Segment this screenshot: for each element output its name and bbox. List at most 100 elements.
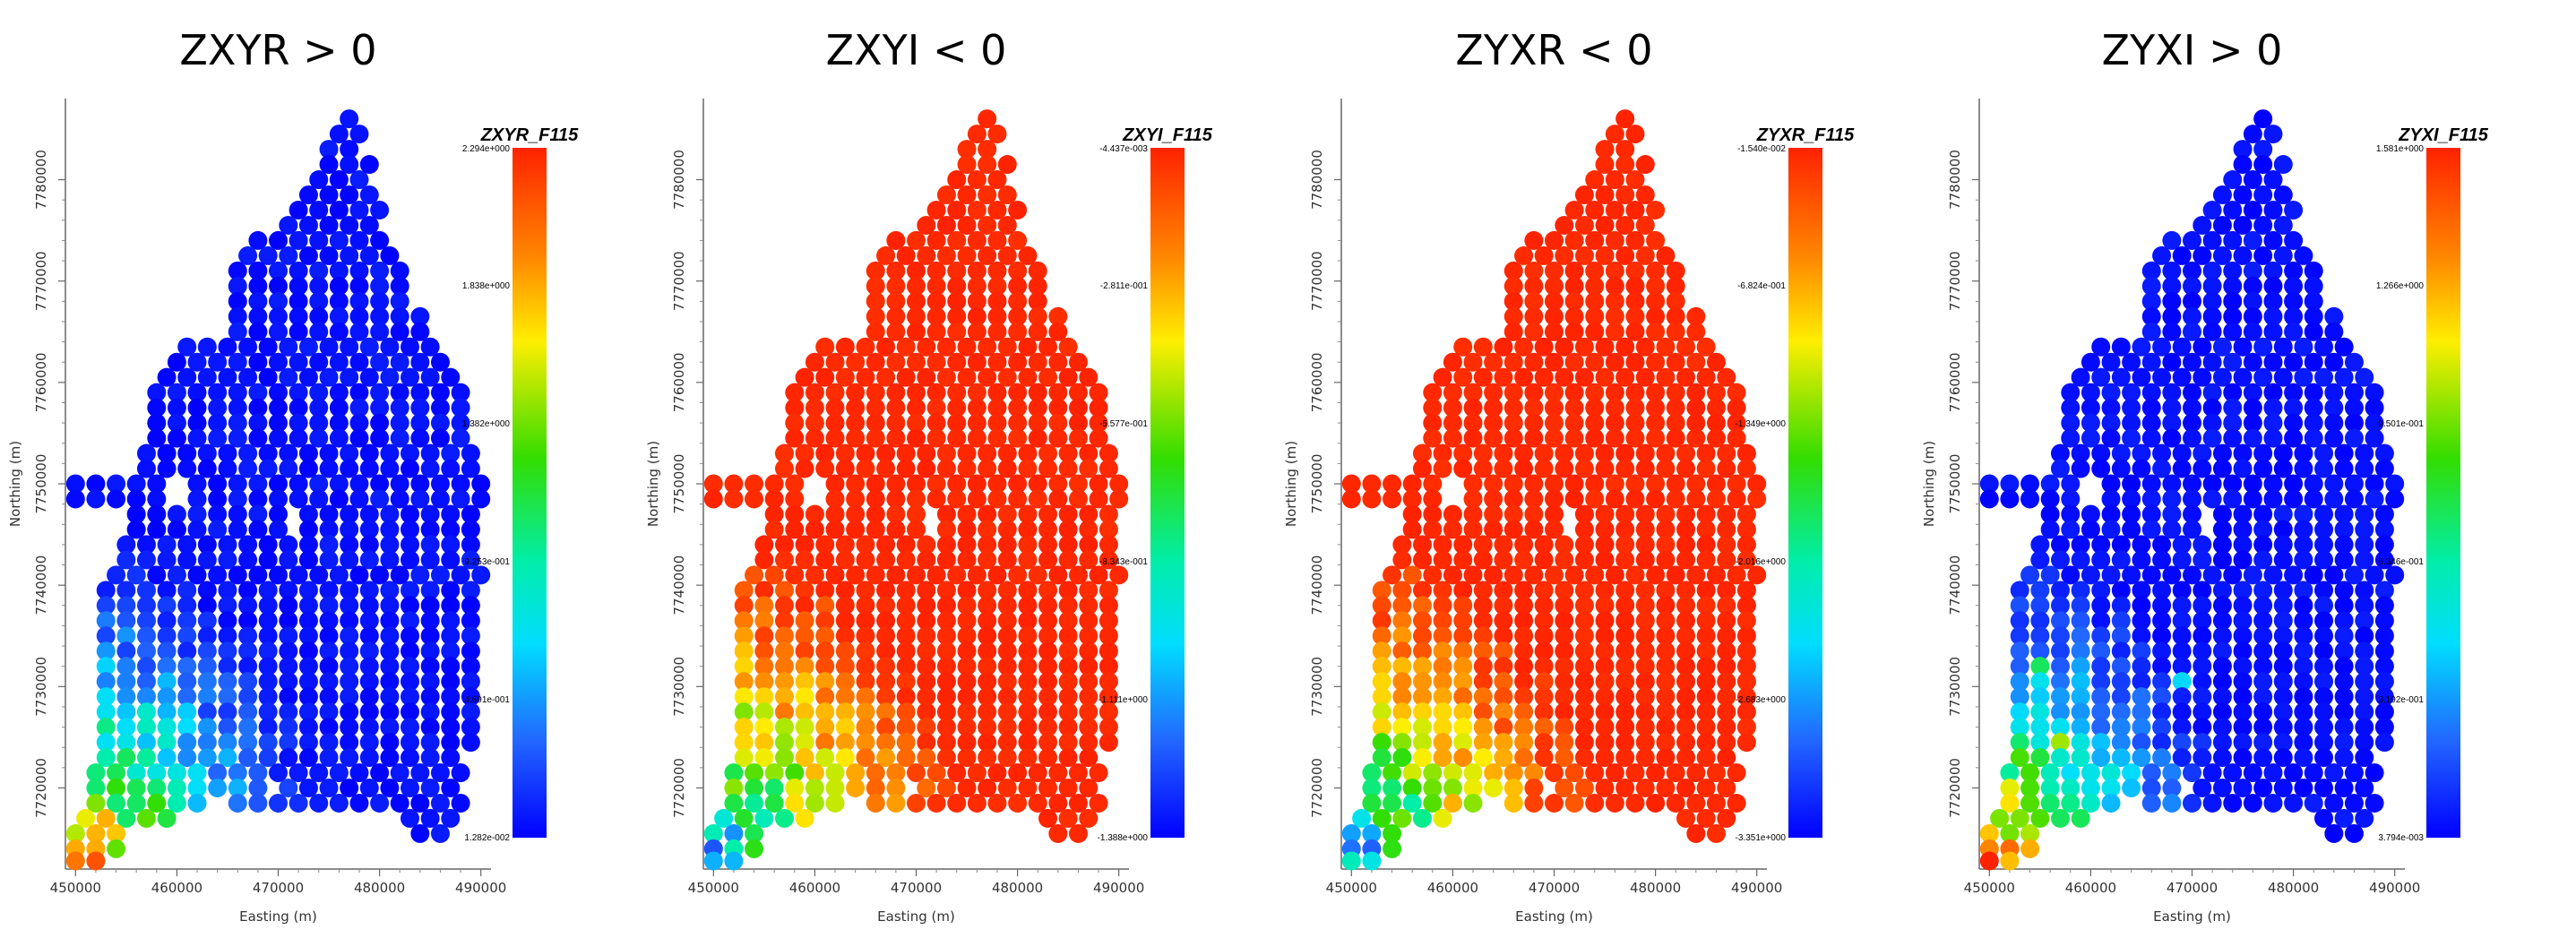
station-point xyxy=(1503,565,1523,585)
station-point xyxy=(2111,337,2131,357)
station-point xyxy=(1463,383,1483,402)
station-point xyxy=(430,413,450,433)
station-point xyxy=(1686,428,1706,448)
station-point xyxy=(1098,550,1118,570)
station-point xyxy=(2273,550,2293,570)
station-point xyxy=(1656,459,1676,478)
station-point xyxy=(420,596,440,616)
station-point xyxy=(2334,367,2354,387)
station-point xyxy=(116,748,136,768)
station-point xyxy=(754,657,774,676)
station-point xyxy=(298,245,318,265)
station-point xyxy=(805,778,824,797)
station-point xyxy=(886,428,906,448)
station-point xyxy=(1574,718,1594,737)
station-point xyxy=(2233,596,2253,616)
station-point xyxy=(2294,672,2313,692)
station-point xyxy=(1585,489,1605,509)
station-point xyxy=(734,733,754,753)
station-point xyxy=(2223,793,2243,813)
station-point xyxy=(2284,428,2304,448)
y-tick-label: 7750000 xyxy=(1309,454,1325,514)
station-point xyxy=(136,596,156,616)
station-point xyxy=(2273,733,2293,753)
station-point xyxy=(248,230,268,250)
station-point xyxy=(1585,793,1605,813)
station-point xyxy=(1686,413,1706,433)
station-point xyxy=(2141,398,2161,418)
station-point xyxy=(1666,291,1685,311)
station-point xyxy=(1676,459,1696,478)
station-point xyxy=(2355,778,2374,797)
station-point xyxy=(2334,581,2354,600)
station-point xyxy=(1484,352,1503,372)
station-point xyxy=(298,733,318,753)
station-point xyxy=(1109,565,1129,585)
station-point xyxy=(1625,291,1645,311)
station-point xyxy=(1706,474,1726,494)
station-point xyxy=(177,459,197,478)
station-point xyxy=(825,565,845,585)
station-point xyxy=(1098,520,1118,539)
station-point xyxy=(815,626,835,646)
station-point xyxy=(936,337,956,357)
station-point xyxy=(866,504,885,524)
station-point xyxy=(2273,520,2293,539)
station-point xyxy=(2294,657,2313,676)
station-point xyxy=(1514,443,1534,463)
station-point xyxy=(1605,306,1624,326)
station-point xyxy=(1615,672,1635,692)
station-point xyxy=(957,733,977,753)
station-point xyxy=(258,718,278,737)
station-point xyxy=(1595,687,1615,707)
station-point xyxy=(1412,687,1432,707)
station-point xyxy=(815,443,835,463)
station-point xyxy=(2233,733,2253,753)
station-point xyxy=(309,261,329,280)
station-point xyxy=(1574,687,1594,707)
station-point xyxy=(825,763,845,782)
station-point xyxy=(1514,550,1534,570)
station-point xyxy=(2081,520,2100,539)
y-tick-label: 7720000 xyxy=(671,758,687,818)
station-point xyxy=(441,581,461,600)
station-point xyxy=(2253,596,2273,616)
station-point xyxy=(835,596,855,616)
station-point xyxy=(1089,398,1108,418)
x-tick-label: 480000 xyxy=(992,880,1043,896)
station-point xyxy=(1574,215,1594,235)
station-point xyxy=(228,306,247,326)
station-point xyxy=(157,626,177,646)
station-point xyxy=(441,520,461,539)
station-point xyxy=(2243,200,2262,220)
station-point xyxy=(1736,733,1756,753)
x-tick-label: 490000 xyxy=(455,880,506,896)
station-point xyxy=(157,687,177,707)
station-point xyxy=(401,535,420,555)
station-point xyxy=(734,596,754,616)
station-point xyxy=(2263,413,2283,433)
station-point xyxy=(1696,581,1716,600)
station-point xyxy=(2091,581,2111,600)
station-point xyxy=(2091,550,2111,570)
station-point xyxy=(957,155,977,175)
station-point xyxy=(1372,687,1391,707)
station-point xyxy=(340,459,359,478)
station-point xyxy=(2273,367,2293,387)
station-point xyxy=(866,413,885,433)
station-point xyxy=(2365,793,2384,813)
station-point xyxy=(835,337,855,357)
station-point xyxy=(258,550,278,570)
station-point xyxy=(441,596,461,616)
station-point xyxy=(754,808,774,828)
station-point xyxy=(835,611,855,631)
station-point xyxy=(1676,748,1696,768)
station-point xyxy=(340,535,359,555)
station-point xyxy=(1383,823,1402,843)
station-point xyxy=(886,489,906,509)
station-point xyxy=(1038,641,1058,661)
station-point xyxy=(269,474,288,494)
station-point xyxy=(1717,550,1736,570)
station-point xyxy=(997,687,1017,707)
station-point xyxy=(2141,261,2161,280)
